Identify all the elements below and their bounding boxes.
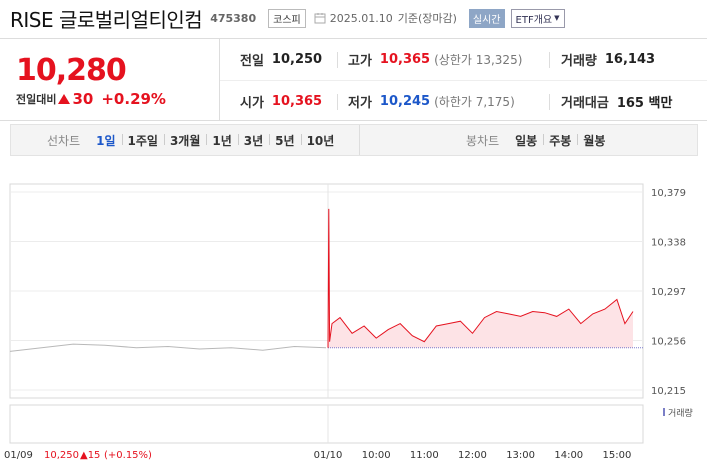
tab-3month[interactable]: 3개월 xyxy=(163,132,206,149)
stock-header: RISE 글로벌리얼티인컴 475380 코스피 2025.01.10 기준(장… xyxy=(0,0,707,36)
line-chart-label: 선차트 xyxy=(47,133,81,148)
current-price: 10,280 xyxy=(16,53,127,88)
up-triangle-icon xyxy=(58,94,71,104)
volume-legend-label: 거래량 xyxy=(668,407,693,419)
tab-1day[interactable]: 1일 xyxy=(96,133,116,148)
prev-close-cell: 전일 10,250 xyxy=(240,39,322,80)
tab-10year[interactable]: 10년 xyxy=(300,132,341,149)
volume-value: 16,143 xyxy=(604,52,656,67)
upper-limit: (상한가 13,325) xyxy=(434,53,523,67)
high-label: 고가 xyxy=(348,54,372,69)
price-change: 전일대비 30 +0.29% xyxy=(16,90,166,108)
etf-overview-button[interactable]: ETF개요 ▼ xyxy=(510,8,565,28)
etf-overview-label: ETF개요 xyxy=(515,14,553,26)
summary-divider xyxy=(220,80,707,81)
open-label: 시가 xyxy=(240,96,264,111)
today-area-fill xyxy=(328,208,633,348)
tab-monthly-candle[interactable]: 월봉 xyxy=(577,132,611,149)
prev-change-pct-info: (+0.15%) xyxy=(104,450,152,461)
date-basis: 기준(장마감) xyxy=(397,12,457,25)
y-tick-label: 10,256 xyxy=(651,337,686,348)
low-label: 저가 xyxy=(348,96,372,111)
y-tick-label: 10,297 xyxy=(651,287,686,298)
low-value: 10,245 xyxy=(379,94,431,109)
today-price-line xyxy=(327,208,634,348)
x-tick-label: 15:00 xyxy=(603,450,632,461)
intraday-chart[interactable]: 10,379 10,338 10,297 10,256 10,215 거래량 01/10 10… xyxy=(0,160,707,472)
divider xyxy=(337,52,338,68)
x-tick-label: 13:00 xyxy=(506,450,535,461)
candle-chart-label: 봉차트 xyxy=(466,133,500,148)
x-tick-label: 10:00 xyxy=(362,450,391,461)
tab-3year[interactable]: 3년 xyxy=(237,132,269,149)
diff-percent: +0.29% xyxy=(101,90,166,108)
date-value: 2025.01.10 xyxy=(329,11,393,25)
open-cell: 시가 10,365 xyxy=(240,81,322,122)
volume-legend-swatch xyxy=(663,408,665,416)
prev-session-line xyxy=(9,343,327,352)
tab-5year[interactable]: 5년 xyxy=(269,132,300,149)
lower-limit: (하한가 7,175) xyxy=(434,95,515,109)
y-tick-label: 10,379 xyxy=(651,188,686,199)
volume-frame xyxy=(9,404,644,444)
open-value: 10,365 xyxy=(271,94,323,109)
tab-weekly-candle[interactable]: 주봉 xyxy=(543,132,577,149)
x-tick-label: 12:00 xyxy=(458,450,487,461)
tab-daily-candle[interactable]: 일봉 xyxy=(515,133,538,148)
y-tick-label: 10,215 xyxy=(651,386,686,397)
current-price-box: 10,280 전일대비 30 +0.29% xyxy=(0,39,220,121)
prev-close-label: 전일 xyxy=(240,54,264,69)
prev-close-value: 10,250 xyxy=(271,52,323,67)
date-info: 2025.01.10 기준(장마감) xyxy=(314,10,457,26)
line-chart-tabs: 선차트 1일 1주일 3개월 1년 3년 5년 10년 xyxy=(11,125,360,155)
tab-1week[interactable]: 1주일 xyxy=(121,132,164,149)
x-tick-label: 14:00 xyxy=(554,450,583,461)
calendar-icon xyxy=(314,13,326,24)
realtime-button[interactable]: 실시간 xyxy=(468,8,505,28)
prev-close-info: 10,250 xyxy=(44,450,79,461)
tab-1year[interactable]: 1년 xyxy=(206,132,237,149)
diff-label: 전일대비 xyxy=(16,93,57,106)
prev-date-label: 01/09 xyxy=(4,450,33,461)
chevron-down-icon: ▼ xyxy=(554,14,560,22)
price-summary: 10,280 전일대비 30 +0.29% 전일 10,250 고가 10,36… xyxy=(0,38,707,121)
y-tick-label: 10,338 xyxy=(651,238,686,249)
amount-value: 165 백만 xyxy=(616,96,673,111)
stock-name: RISE 글로벌리얼티인컴 xyxy=(10,7,203,32)
candle-chart-tabs: 봉차트 일봉 주봉 월봉 xyxy=(360,125,697,155)
chart-canvas: 10,379 10,338 10,297 10,256 10,215 거래량 01/10 10… xyxy=(4,183,693,461)
low-cell: 저가 10,245 (하한가 7,175) xyxy=(348,81,515,122)
chart-period-bar: 선차트 1일 1주일 3개월 1년 3년 5년 10년 봉차트 일봉 주봉 월봉 xyxy=(10,124,698,156)
divider xyxy=(549,52,550,68)
prev-change-info: ▲15 xyxy=(80,450,100,461)
divider xyxy=(549,94,550,110)
market-badge: 코스피 xyxy=(268,8,306,28)
amount-label: 거래대금 xyxy=(561,96,609,111)
volume-cell: 거래량 16,143 xyxy=(561,39,655,80)
x-tick-label: 11:00 xyxy=(410,450,439,461)
high-cell: 고가 10,365 (상한가 13,325) xyxy=(348,39,522,80)
x-tick-label: 01/10 xyxy=(314,450,343,461)
stock-code: 475380 xyxy=(210,11,257,25)
divider xyxy=(337,94,338,110)
high-value: 10,365 xyxy=(379,52,431,67)
amount-cell: 거래대금 165 백만 xyxy=(561,81,672,122)
volume-label: 거래량 xyxy=(561,54,597,69)
diff-value: 30 xyxy=(72,90,94,108)
